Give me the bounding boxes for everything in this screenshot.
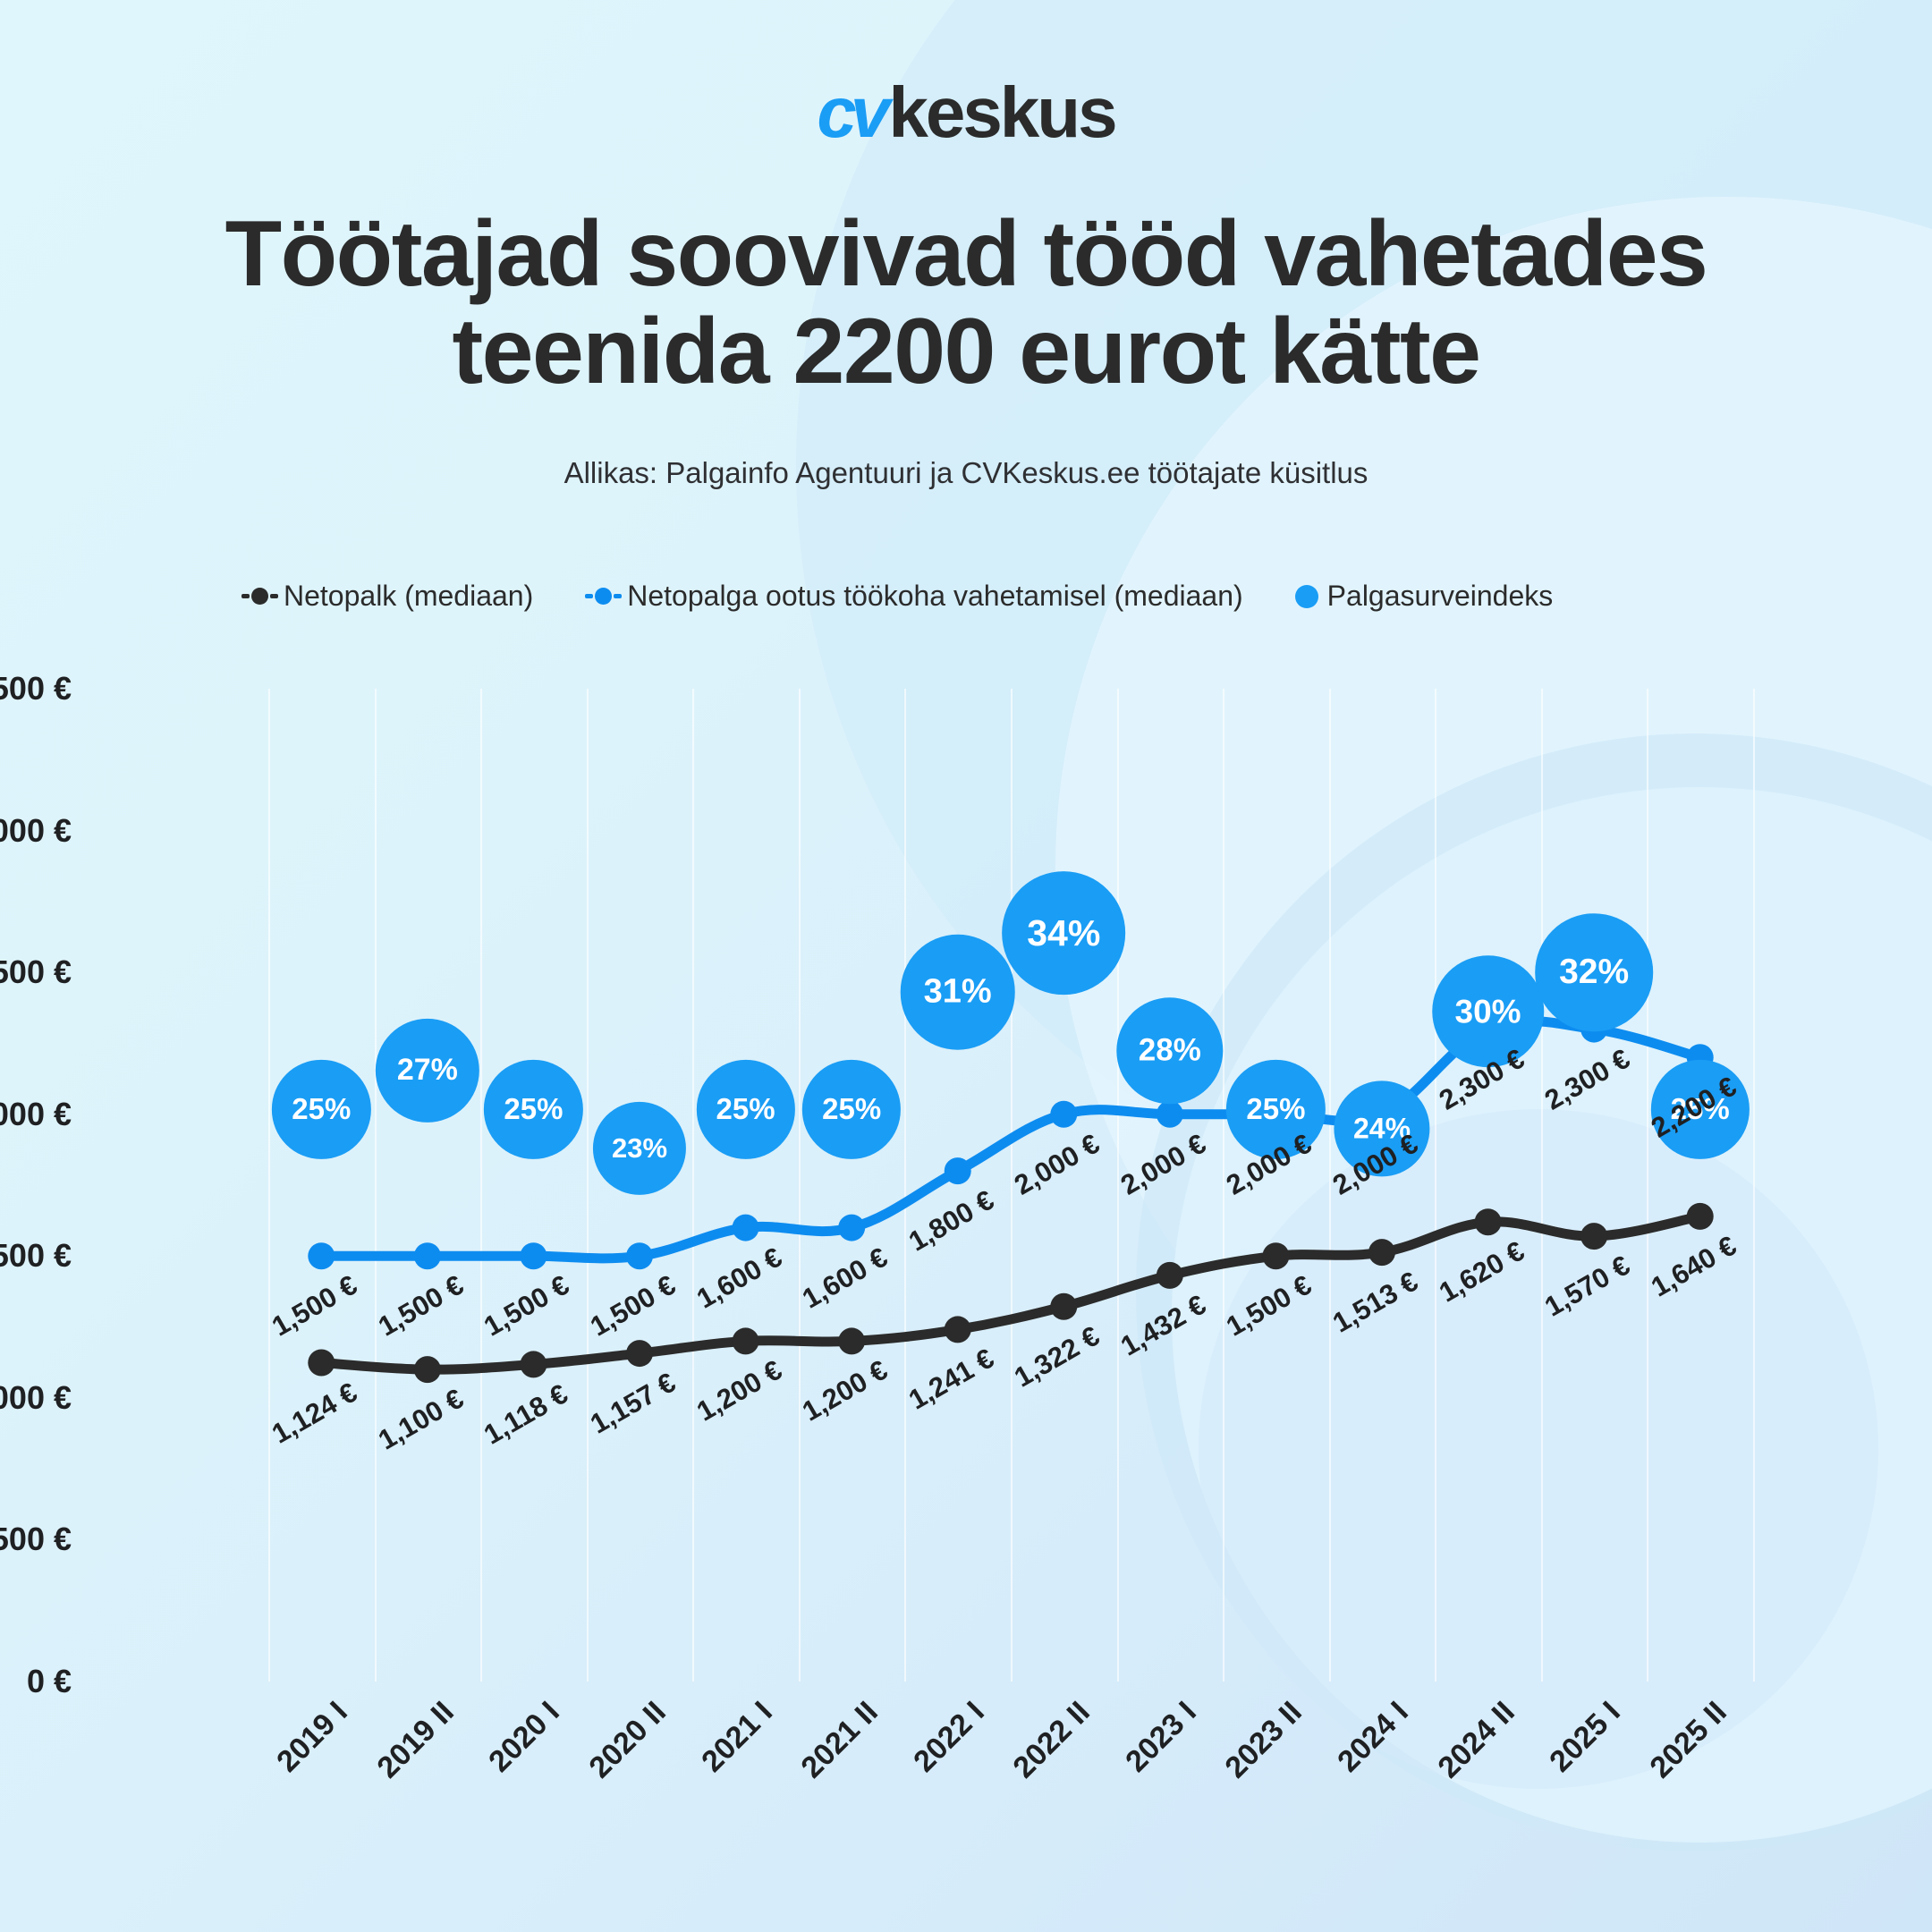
gridline-vertical <box>268 689 270 1682</box>
legend-label: Netopalga ootus töökoha vahetamisel (med… <box>627 580 1243 612</box>
data-point-marker <box>838 1214 866 1241</box>
bubble-value-label: 25% <box>716 1092 775 1126</box>
palgasurveindeks-bubble: 28% <box>1116 996 1224 1105</box>
logo-keskus-text: keskus <box>888 72 1117 152</box>
gridline-vertical <box>374 689 377 1682</box>
palgasurveindeks-bubble: 25% <box>696 1060 795 1159</box>
gridline-vertical <box>1753 689 1755 1682</box>
y-axis-tick-label: 3,000 € <box>0 811 72 849</box>
bubble-value-label: 25% <box>1246 1092 1306 1126</box>
y-axis-tick-label: 0 € <box>26 1663 72 1699</box>
x-axis-labels: 2019 I 2019 II 2020 I 2020 II 2021 I 2021 II 2… <box>268 1695 1753 1874</box>
gridline-vertical <box>586 689 589 1682</box>
data-point-marker <box>1050 1292 1078 1320</box>
data-point-marker <box>1580 1223 1608 1250</box>
brand-logo: cvkeskus <box>0 77 1932 148</box>
legend-item-netopalk: Netopalk (mediaan) <box>242 580 533 613</box>
y-axis-tick-label: 1,000 € <box>0 1378 72 1416</box>
source-subtitle: Allikas: Palgainfo Agentuuri ja CVKeskus… <box>564 456 1368 489</box>
data-point-marker <box>732 1214 759 1241</box>
y-axis-tick-label: 2,500 € <box>0 953 72 991</box>
data-point-marker <box>944 1316 971 1343</box>
palgasurveindeks-bubble: 27% <box>375 1018 480 1123</box>
bubble-value-label: 32% <box>1559 953 1630 992</box>
gridline-vertical <box>480 689 483 1682</box>
line-series-svg <box>308 1015 1714 1384</box>
bubble-value-label: 31% <box>923 972 992 1011</box>
bubble-value-label: 25% <box>822 1092 882 1126</box>
gridline-vertical <box>692 689 695 1682</box>
data-point-marker <box>1474 1208 1502 1236</box>
bubble-value-label: 23% <box>611 1132 668 1165</box>
data-point-marker <box>1156 1261 1183 1289</box>
bubble-value-label: 34% <box>1027 911 1101 953</box>
palgasurveindeks-bubble: 25% <box>484 1060 583 1159</box>
palgasurveindeks-bubble: 31% <box>900 934 1015 1050</box>
title-line-1: Töötajad soovivad tööd vahetades <box>225 202 1708 306</box>
data-point-marker <box>626 1242 653 1270</box>
data-point-marker <box>413 1242 441 1270</box>
data-point-marker <box>732 1327 759 1355</box>
data-point-marker <box>838 1327 866 1355</box>
data-point-marker <box>520 1351 547 1378</box>
y-axis-tick-label: 2,000 € <box>0 1095 72 1132</box>
palgasurveindeks-bubble: 25% <box>272 1060 371 1159</box>
data-point-marker <box>1156 1100 1183 1128</box>
data-point-marker <box>1686 1202 1714 1230</box>
data-point-marker <box>1050 1100 1078 1128</box>
bubble-value-label: 28% <box>1138 1032 1201 1068</box>
data-point-marker <box>1262 1242 1290 1270</box>
line-dot-marker-icon <box>585 588 623 605</box>
palgasurveindeks-bubble: 25% <box>802 1060 902 1159</box>
data-point-marker <box>520 1242 547 1270</box>
chart-canvas: 0 € 500 € 1,000 € 1,500 € 2,000 € 2,500 € 3,00… <box>0 662 1932 1717</box>
title-line-2: teenida 2200 eurot kätte <box>452 300 1481 404</box>
bubble-value-label: 27% <box>396 1053 458 1088</box>
legend-item-netopalga-ootus: Netopalga ootus töökoha vahetamisel (med… <box>585 580 1243 613</box>
bubble-value-label: 25% <box>292 1092 352 1126</box>
data-point-marker <box>626 1340 653 1368</box>
logo-cv-mark: cv <box>817 72 890 152</box>
chart-legend: Netopalk (mediaan) Netopalga ootus tööko… <box>242 580 1553 613</box>
y-axis-tick-label: 500 € <box>0 1521 72 1558</box>
data-point-marker <box>1368 1239 1395 1267</box>
palgasurveindeks-bubble: 34% <box>1002 871 1126 996</box>
palgasurveindeks-bubble: 32% <box>1535 913 1653 1031</box>
y-axis-tick-label: 3,500 € <box>0 670 72 707</box>
palgasurveindeks-bubble: 30% <box>1431 955 1545 1068</box>
line-dot-marker-icon <box>242 588 278 605</box>
legend-label: Palgasurveindeks <box>1326 580 1554 612</box>
bubble-value-label: 25% <box>504 1092 564 1126</box>
palgasurveindeks-bubble: 23% <box>592 1102 687 1196</box>
circle-marker-icon <box>1294 584 1322 608</box>
y-axis-tick-label: 1,500 € <box>0 1237 72 1275</box>
data-point-marker <box>413 1356 441 1384</box>
legend-label: Netopalk (mediaan) <box>284 580 534 612</box>
plot-area: 0 € 500 € 1,000 € 1,500 € 2,000 € 2,500 € 3,00… <box>0 670 1755 1699</box>
legend-item-palgasurveindeks: Palgasurveindeks <box>1294 580 1554 613</box>
data-point-marker <box>944 1157 971 1185</box>
data-point-marker <box>308 1349 335 1377</box>
data-point-marker <box>308 1242 335 1270</box>
bubble-value-label: 30% <box>1454 992 1521 1030</box>
page-title: Töötajad soovivad tööd vahetades teenida… <box>143 202 1789 404</box>
